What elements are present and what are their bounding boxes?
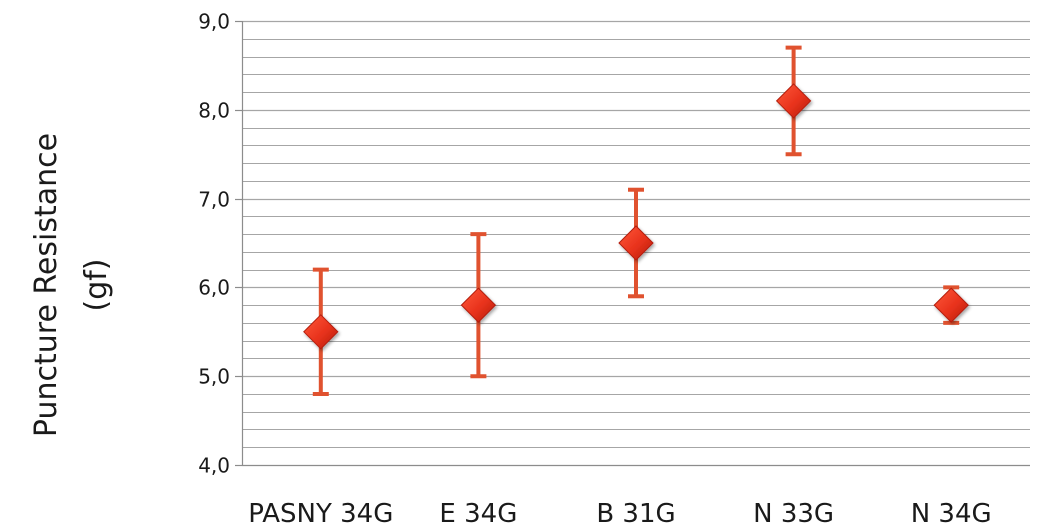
x-category-label: B 31G (596, 499, 675, 529)
y-tick-label: 7,0 (198, 188, 230, 212)
y-tick-label: 8,0 (198, 99, 230, 123)
y-tick-label: 9,0 (198, 10, 230, 34)
data-point (618, 225, 654, 261)
x-category-label: N 34G (911, 499, 992, 529)
x-tick-labels: PASNY 34G E 34G B 31G N 33G N 34G (248, 499, 991, 529)
data-point (775, 83, 812, 119)
data-point (933, 287, 969, 323)
y-tick-labels: 4,0 5,0 6,0 7,0 8,0 9,0 (198, 10, 230, 478)
x-category-label: E 34G (439, 499, 517, 529)
data-point (303, 314, 339, 350)
y-axis-title-line-1: Puncture Resistance (29, 133, 64, 437)
axes (235, 20, 1030, 467)
x-category-label: N 33G (753, 499, 834, 529)
y-tick-label: 4,0 (198, 454, 230, 478)
data-point (460, 287, 497, 323)
y-axis-title: Puncture Resistance (gf) (29, 133, 114, 437)
y-tick-label: 5,0 (198, 365, 230, 389)
x-category-label: PASNY 34G (248, 499, 393, 529)
error-bars (312, 45, 960, 396)
y-axis-title-line-2: (gf) (79, 258, 114, 311)
y-tick-label: 6,0 (198, 276, 230, 300)
data-markers (303, 83, 969, 350)
